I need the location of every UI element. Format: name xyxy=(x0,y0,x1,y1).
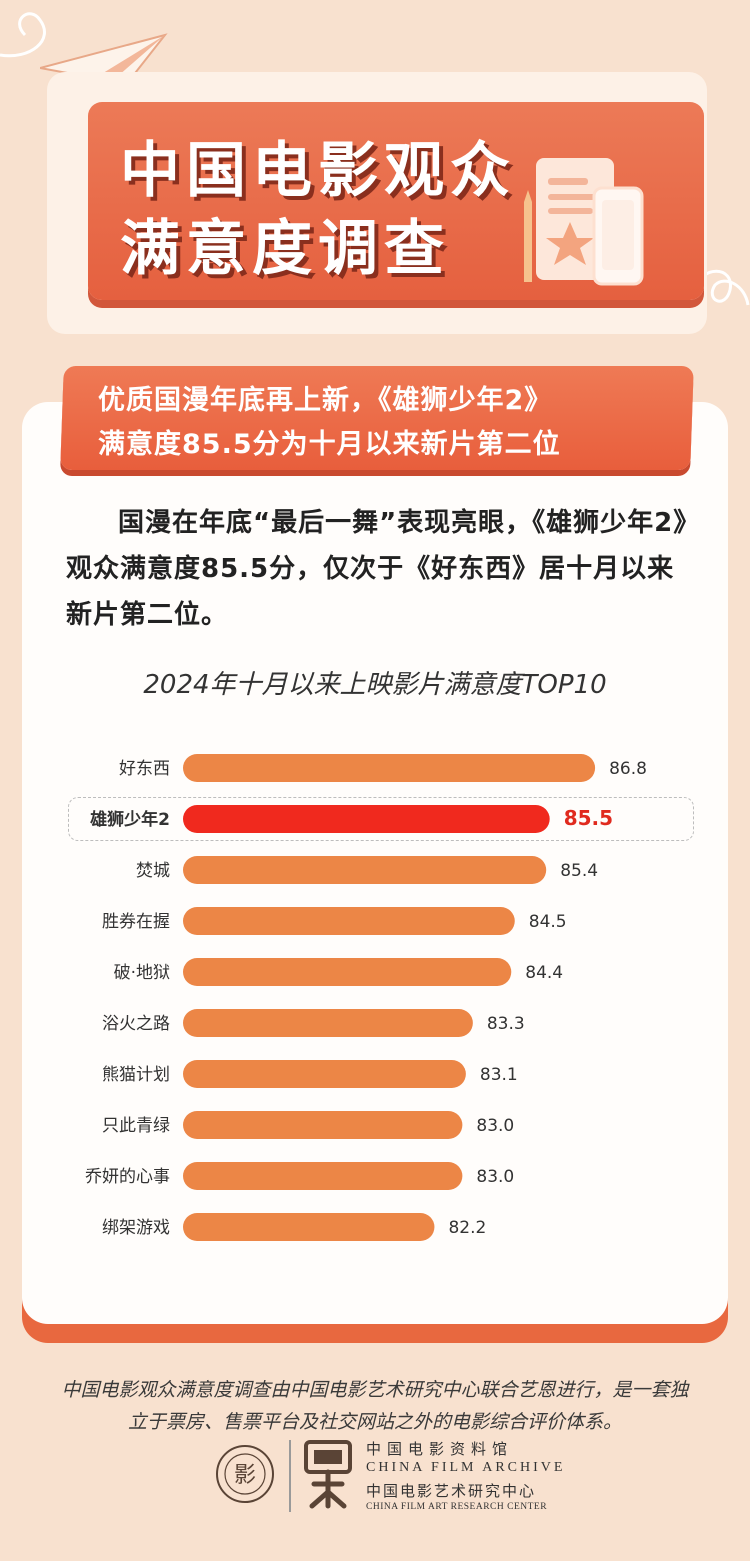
category-label-10: 绑架游戏 xyxy=(102,1218,170,1238)
body-paragraph: 国漫在年底“最后一舞”表现亮眼，《雄狮少年2》观众满意度85.5分，仅次于《好东… xyxy=(66,508,688,630)
footnote-line2: 立于票房、售票平台及社交网站之外的电影综合评价体系。 xyxy=(127,1411,622,1433)
value-label-2: 85.5 xyxy=(564,806,613,830)
swirl-decoration-icon xyxy=(0,12,46,58)
value-label-3: 85.4 xyxy=(560,861,598,881)
org-name-en-2: CHINA FILM ART RESEARCH CENTER xyxy=(366,1502,548,1512)
category-label-6: 浴火之路 xyxy=(102,1014,170,1034)
value-label-5: 84.4 xyxy=(525,963,563,983)
bar-6 xyxy=(183,1009,473,1037)
value-label-4: 84.5 xyxy=(529,912,567,932)
org-name-cn-2: 中国电影艺术研究中心 xyxy=(366,1482,537,1500)
value-label-6: 83.3 xyxy=(487,1014,525,1034)
subtitle-line2: 满意度85.5分为十月以来新片第二位 xyxy=(98,429,561,460)
survey-document-icon xyxy=(524,158,644,286)
category-label-1: 好东西 xyxy=(119,759,170,779)
category-label-5: 破·地狱 xyxy=(114,963,170,983)
logo-divider xyxy=(289,1440,291,1512)
subtitle-line1: 优质国漫年底再上新，《雄狮少年2》 xyxy=(98,385,553,416)
bar-8 xyxy=(183,1111,463,1139)
swirl-decoration-icon xyxy=(693,269,750,306)
svg-text:影: 影 xyxy=(234,1463,256,1488)
bar-4 xyxy=(183,907,515,935)
category-label-2: 雄狮少年2 xyxy=(89,809,170,830)
category-label-4: 胜券在握 xyxy=(102,912,170,932)
footnote-line1: 中国电影观众满意度调查由中国电影艺术研究中心联合艺恩进行，是一套独 xyxy=(61,1379,689,1401)
bar-5 xyxy=(183,958,512,986)
bar-7 xyxy=(183,1060,466,1088)
bar-chart: 好东西 86.8 雄狮少年2 85.5 焚城 85.4 胜券在握 84.5 破·地狱 84.4 浴火… xyxy=(85,754,647,1241)
category-label-3: 焚城 xyxy=(136,861,170,881)
bar-3 xyxy=(183,856,547,884)
bar-9 xyxy=(183,1162,463,1190)
org-name-cn: 中国电影资料馆 xyxy=(366,1440,514,1458)
value-label-7: 83.1 xyxy=(480,1065,518,1085)
org-name-en: CHINA FILM ARCHIVE xyxy=(366,1460,566,1475)
chart-title: 2024年十月以来上映影片满意度TOP10 xyxy=(143,670,607,700)
bar-2 xyxy=(183,805,550,833)
value-label-1: 86.8 xyxy=(609,759,647,779)
footnote: 中国电影观众满意度调查由中国电影艺术研究中心联合艺恩进行，是一套独 立于票房、售… xyxy=(40,1374,710,1438)
category-label-9: 乔妍的心事 xyxy=(85,1167,170,1187)
highlight-row-box xyxy=(68,797,694,841)
bar-10 xyxy=(183,1213,435,1241)
page-title-line1: 中国电影观众 xyxy=(120,136,516,206)
film-archive-brand-icon xyxy=(304,1440,352,1509)
value-label-8: 83.0 xyxy=(476,1116,514,1136)
china-film-archive-seal-logo: 影 xyxy=(216,1445,274,1503)
bar-1 xyxy=(183,754,596,782)
value-label-9: 83.0 xyxy=(476,1167,514,1187)
category-label-7: 熊猫计划 xyxy=(102,1065,170,1085)
page-title-line2: 满意度调查 xyxy=(120,214,450,284)
value-label-10: 82.2 xyxy=(448,1218,486,1238)
category-label-8: 只此青绿 xyxy=(102,1116,170,1136)
